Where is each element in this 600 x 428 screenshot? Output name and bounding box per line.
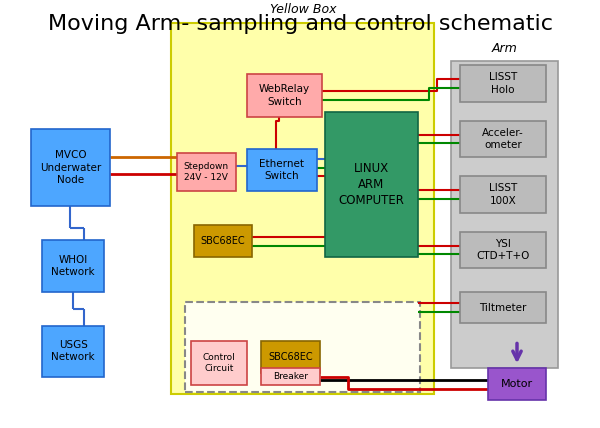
FancyBboxPatch shape [460,176,547,213]
Text: Acceler-
ometer: Acceler- ometer [482,128,524,150]
FancyBboxPatch shape [460,121,547,157]
FancyBboxPatch shape [247,74,322,116]
Text: SBC68EC: SBC68EC [200,236,245,247]
Text: Arm: Arm [491,42,517,55]
FancyBboxPatch shape [31,129,110,206]
FancyBboxPatch shape [460,291,547,324]
FancyBboxPatch shape [247,149,317,191]
FancyBboxPatch shape [325,113,418,257]
Text: MVCO
Underwater
Node: MVCO Underwater Node [40,150,101,185]
Text: WHOI
Network: WHOI Network [52,255,95,277]
FancyBboxPatch shape [460,232,547,268]
Text: Breaker: Breaker [272,372,308,381]
FancyBboxPatch shape [43,326,104,377]
Text: WebRelay
Switch: WebRelay Switch [259,84,310,107]
Text: Tiltmeter: Tiltmeter [479,303,527,312]
FancyBboxPatch shape [171,23,434,394]
FancyBboxPatch shape [194,226,253,257]
FancyBboxPatch shape [261,341,320,372]
FancyBboxPatch shape [185,302,421,392]
Text: LINUX
ARM
COMPUTER: LINUX ARM COMPUTER [338,162,404,208]
Text: LISST
100X: LISST 100X [489,183,517,206]
Text: Ethernet
Switch: Ethernet Switch [259,159,304,181]
Text: SBC68EC: SBC68EC [268,351,313,362]
Text: Yellow Box: Yellow Box [269,3,336,16]
Text: Motor: Motor [501,379,533,389]
Text: Moving Arm- sampling and control schematic: Moving Arm- sampling and control schemat… [47,14,553,34]
Text: USGS
Network: USGS Network [52,340,95,363]
FancyBboxPatch shape [191,341,247,385]
FancyBboxPatch shape [460,65,547,102]
FancyBboxPatch shape [488,368,547,400]
FancyBboxPatch shape [43,241,104,291]
Text: Control
Circuit: Control Circuit [202,353,235,373]
Text: LISST
Holo: LISST Holo [489,72,517,95]
FancyBboxPatch shape [451,61,557,368]
Text: YSI
CTD+T+O: YSI CTD+T+O [476,239,530,261]
Text: Stepdown
24V - 12V: Stepdown 24V - 12V [184,162,229,182]
FancyBboxPatch shape [177,153,236,191]
FancyBboxPatch shape [261,368,320,385]
